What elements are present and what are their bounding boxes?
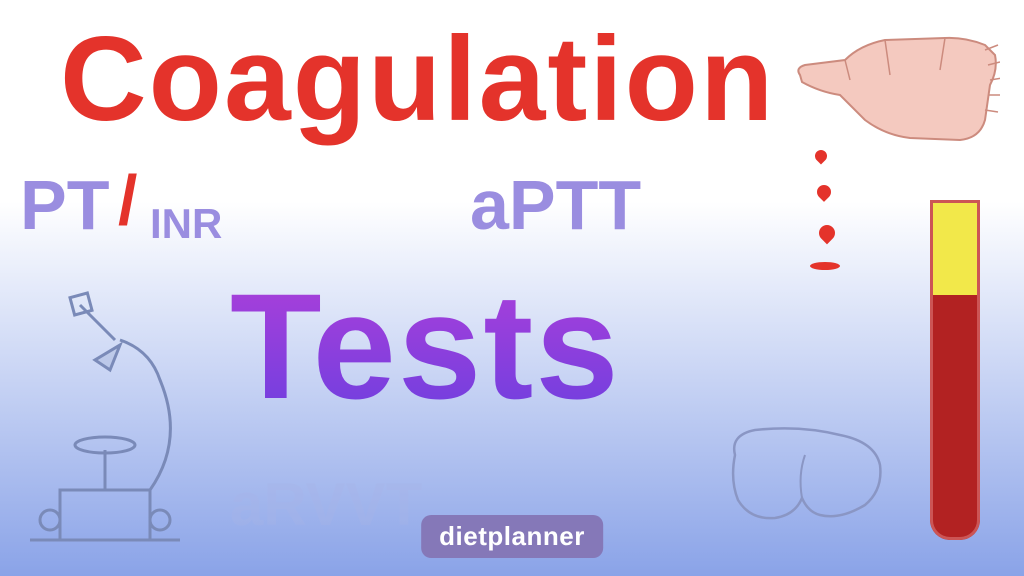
label-arvvt: aRVVT [230, 470, 422, 539]
label-aptt: aPTT [470, 165, 641, 245]
tube-blood [930, 295, 980, 540]
watermark-badge: dietplanner [421, 515, 603, 558]
infographic-canvas: Coagulation PT / INR aPTT Tests aRVVT [0, 0, 1024, 576]
liver-icon [720, 420, 890, 530]
title-coagulation: Coagulation [60, 10, 775, 148]
hand-icon [790, 20, 1000, 150]
blood-drop [813, 148, 830, 165]
test-tube-icon [930, 200, 980, 540]
blood-drop [816, 222, 839, 245]
slash: / [118, 160, 137, 240]
label-pt: PT [20, 165, 109, 245]
tube-plasma [930, 200, 980, 295]
microscope-icon [10, 290, 200, 550]
blood-drop [814, 182, 834, 202]
blood-drop [810, 262, 840, 270]
label-inr: INR [150, 200, 222, 248]
title-tests: Tests [230, 260, 621, 433]
